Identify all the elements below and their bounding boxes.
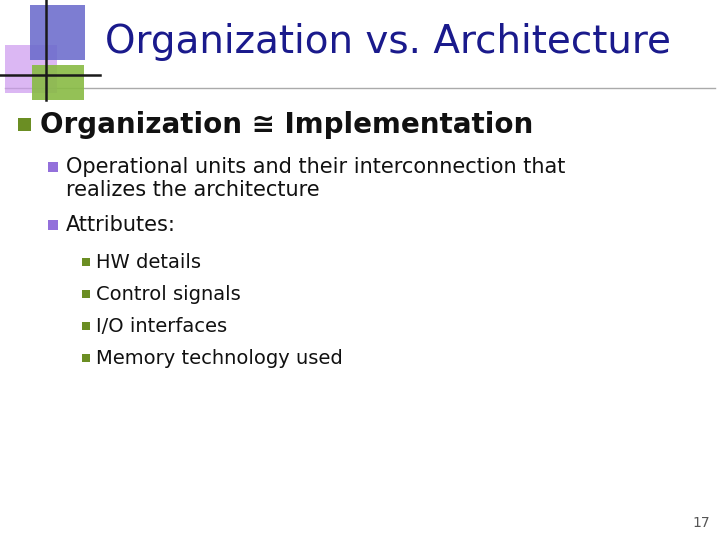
Bar <box>82 322 90 330</box>
Text: Control signals: Control signals <box>96 285 240 303</box>
Bar <box>5 45 57 93</box>
Bar <box>48 220 58 230</box>
Text: Attributes:: Attributes: <box>66 215 176 235</box>
Bar <box>82 290 90 298</box>
Text: I/O interfaces: I/O interfaces <box>96 316 227 335</box>
Text: Organization vs. Architecture: Organization vs. Architecture <box>105 23 671 61</box>
Text: Operational units and their interconnection that: Operational units and their interconnect… <box>66 157 565 177</box>
Text: Memory technology used: Memory technology used <box>96 348 343 368</box>
Bar <box>82 258 90 266</box>
Bar <box>82 354 90 362</box>
Text: realizes the architecture: realizes the architecture <box>66 180 320 200</box>
Bar <box>30 5 85 60</box>
Text: 17: 17 <box>693 516 710 530</box>
Bar <box>18 118 31 131</box>
Text: Organization ≅ Implementation: Organization ≅ Implementation <box>40 111 534 139</box>
Bar <box>48 162 58 172</box>
Bar <box>32 65 84 100</box>
Text: HW details: HW details <box>96 253 201 272</box>
